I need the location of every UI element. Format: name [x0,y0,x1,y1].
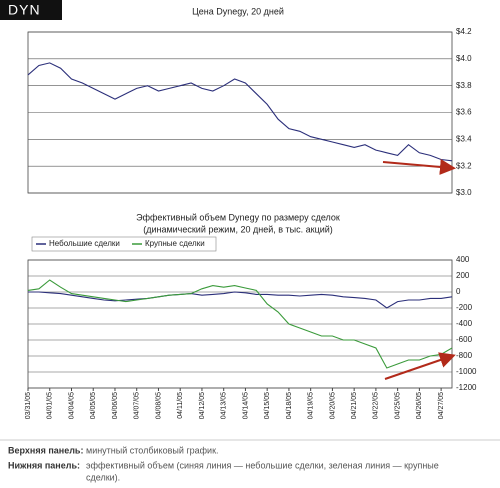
y-tick-label: -1200 [456,383,477,392]
x-tick-label: 04/22/05 [373,392,380,419]
y-tick-label: 400 [456,255,470,264]
y-tick-label: 200 [456,271,470,280]
legend-label: Небольшие сделки [49,239,120,248]
y-tick-label: $3.8 [456,81,472,90]
y-tick-label: $3.2 [456,161,472,170]
x-tick-label: 04/05/05 [90,392,97,419]
legend-label: Крупные сделки [145,239,205,248]
ticker-box [0,0,62,20]
y-tick-label: -200 [456,303,473,312]
x-tick-label: 04/25/05 [394,392,401,419]
note-text: эффективный объем (синяя линия — небольш… [86,460,439,470]
note-label: Верхняя панель: [8,445,83,455]
chart-title: Цена Dynegy, 20 дней [192,6,284,16]
y-tick-label: -1000 [456,367,477,376]
x-tick-label: 04/11/05 [177,392,184,419]
line-series [27,62,453,162]
note-text: минутный столбиковый график. [86,445,219,455]
note-label: Нижняя панель: [8,460,80,470]
x-tick-label: 04/06/05 [112,392,119,419]
y-tick-label: $3.6 [456,108,472,117]
trend-arrow [384,352,456,380]
chart-subtitle: (динамический режим, 20 дней, в тыс. акц… [143,224,333,234]
x-tick-label: 04/19/05 [308,392,315,419]
x-tick-label: 04/13/05 [221,392,228,419]
y-tick-label: $4.0 [456,54,472,63]
y-tick-label: $3.0 [456,188,472,197]
x-tick-label: 04/08/05 [155,392,162,419]
line-series [28,291,453,309]
x-tick-label: 04/04/05 [68,392,75,419]
y-tick-label: -600 [456,335,473,344]
x-tick-label: 04/07/05 [134,392,141,419]
trend-arrow [382,158,456,175]
note-text: сделки). [86,472,120,482]
x-tick-label: 04/14/05 [242,392,249,419]
x-tick-label: 04/20/05 [329,392,336,419]
charts: $3.0 $3.2 $3.4 $3.6 $3.8 $4.0 $4.2 400 200 0 -200 -… [25,27,477,419]
x-tick-label: 03/31/05 [25,392,32,419]
y-tick-label: $4.2 [456,27,472,36]
x-tick-label: 04/18/05 [286,392,293,419]
x-tick-label: 04/12/05 [199,392,206,419]
legend [31,236,217,252]
x-tick-label: 04/01/05 [47,392,54,419]
y-tick-label: $3.4 [456,134,472,143]
chart-title: Эффективный объем Dynegy по размеру сдел… [136,212,340,222]
x-tick-label: 04/21/05 [351,392,358,419]
line-series [27,279,453,369]
x-tick-label: 04/27/05 [438,392,445,419]
ticker: DYN [8,2,41,18]
y-tick-label: -400 [456,319,473,328]
x-tick-label: 04/15/05 [264,392,271,419]
y-tick-label: 0 [456,287,461,296]
x-tick-label: 04/26/05 [416,392,423,419]
y-tick-label: -800 [456,351,473,360]
